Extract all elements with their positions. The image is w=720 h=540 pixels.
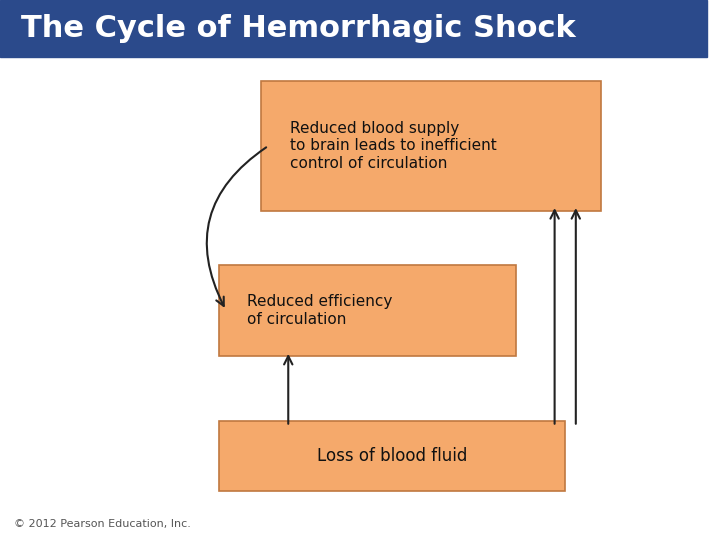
FancyBboxPatch shape [219, 265, 516, 356]
FancyBboxPatch shape [219, 421, 565, 491]
Text: © 2012 Pearson Education, Inc.: © 2012 Pearson Education, Inc. [14, 519, 191, 529]
Text: Loss of blood fluid: Loss of blood fluid [317, 447, 467, 465]
FancyBboxPatch shape [261, 81, 600, 211]
Text: Reduced blood supply
to brain leads to inefficient
control of circulation: Reduced blood supply to brain leads to i… [289, 121, 496, 171]
Text: The Cycle of Hemorrhagic Shock: The Cycle of Hemorrhagic Shock [21, 14, 576, 43]
FancyBboxPatch shape [0, 0, 706, 57]
Text: Reduced efficiency
of circulation: Reduced efficiency of circulation [247, 294, 392, 327]
